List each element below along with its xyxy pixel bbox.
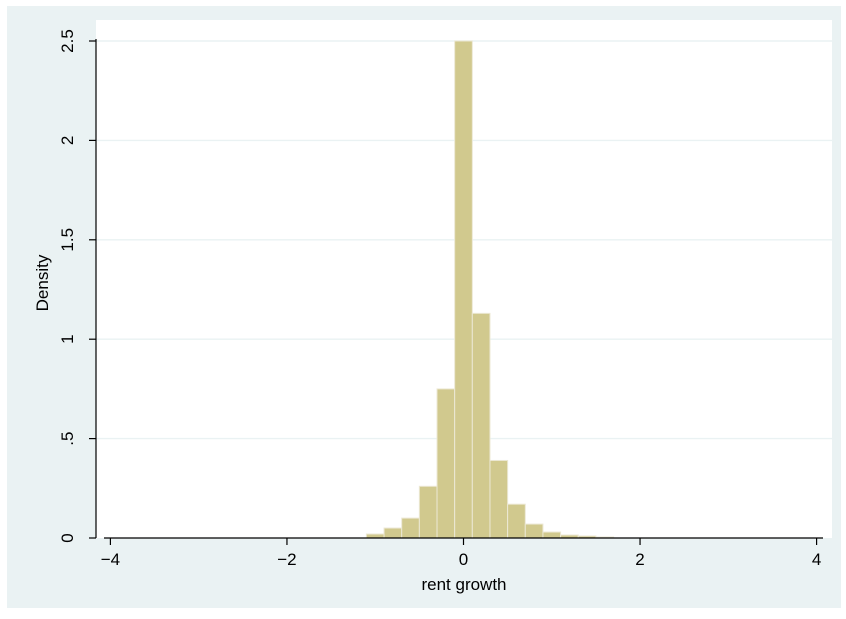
y-ticks: 0 .5 1 1.5 2 2.5 (58, 29, 96, 543)
histogram-bar (436, 388, 456, 539)
x-tick-label: 2 (635, 550, 644, 569)
histogram-bar (383, 527, 403, 539)
histogram-bar (471, 312, 491, 539)
y-tick-label: 1.5 (58, 228, 77, 252)
histogram-bar (489, 459, 509, 539)
y-tick-label: 1 (58, 334, 77, 343)
x-tick-label: 0 (459, 550, 468, 569)
x-axis-title: rent growth (421, 575, 506, 594)
x-ticks: −4 −2 0 2 4 (101, 538, 821, 569)
x-tick-label: −4 (101, 550, 120, 569)
y-tick-label: 0 (58, 533, 77, 542)
y-tick-label: 2 (58, 136, 77, 145)
histogram-bar (454, 40, 473, 539)
histogram-bar (418, 485, 438, 539)
histogram-bar (542, 531, 562, 539)
x-tick-label: 4 (812, 550, 821, 569)
histogram-bar (507, 503, 526, 539)
bars (365, 40, 615, 539)
y-tick-label: 2.5 (58, 29, 77, 53)
y-tick-label: .5 (58, 432, 77, 446)
histogram-bar (401, 517, 420, 539)
x-tick-label: −2 (277, 550, 296, 569)
histogram-bar (524, 523, 544, 539)
y-axis-title: Density (33, 254, 52, 311)
